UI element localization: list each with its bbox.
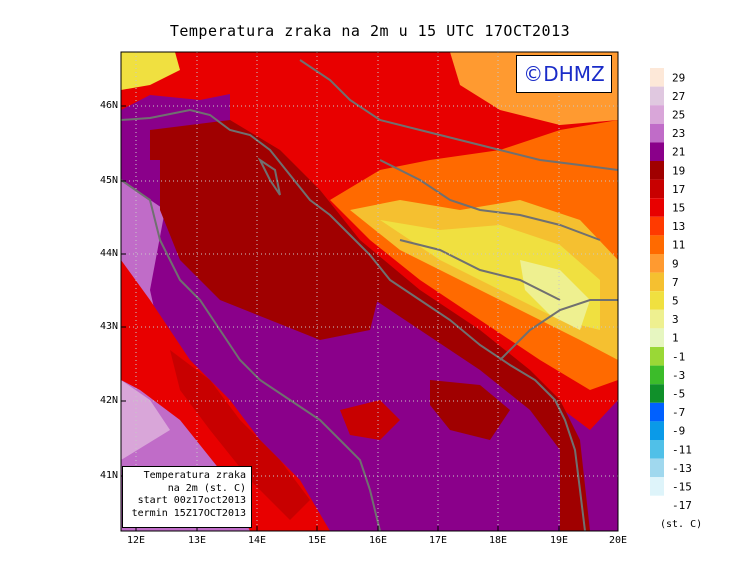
lat-label-44n: 44N xyxy=(99,248,118,259)
legend-label: 1 xyxy=(672,332,679,345)
legend-swatch xyxy=(650,235,664,254)
legend-label: 3 xyxy=(672,313,679,326)
lat-label-41n: 41N xyxy=(99,470,118,481)
legend-label: 15 xyxy=(672,202,685,215)
south-adriatic-patch xyxy=(430,380,510,440)
lon-label-20e: 20E xyxy=(608,535,628,546)
legend-label: -3 xyxy=(672,369,685,382)
legend-swatch xyxy=(650,272,664,292)
lat-label-42n: 42N xyxy=(99,395,118,406)
legend-swatch xyxy=(650,254,664,273)
lat-label-43n: 43N xyxy=(99,321,118,332)
adriatic-warm-area xyxy=(160,150,380,340)
legend-swatch xyxy=(650,105,664,124)
lon-label-19e: 19E xyxy=(549,535,569,546)
legend-label: -5 xyxy=(672,388,685,401)
legend-swatch xyxy=(650,421,664,440)
legend-label: -1 xyxy=(672,350,685,363)
legend-swatch xyxy=(650,347,664,366)
legend-label: 23 xyxy=(672,127,685,140)
legend-swatch xyxy=(650,328,664,347)
legend-label: -9 xyxy=(672,425,685,438)
legend-swatch xyxy=(650,477,664,496)
info-line-1: Temperatura zraka xyxy=(143,470,246,481)
lat-label-45n: 45N xyxy=(99,175,118,186)
legend-label: 9 xyxy=(672,257,679,270)
legend-label: 5 xyxy=(672,295,679,308)
info-line-3: start 00z17oct2013 xyxy=(137,495,246,506)
legend-label: 21 xyxy=(672,146,685,159)
legend-label: 25 xyxy=(672,109,685,122)
legend-swatch xyxy=(650,291,664,310)
legend-swatch xyxy=(650,216,664,236)
legend-swatch xyxy=(650,198,664,217)
legend-swatch xyxy=(650,309,664,329)
legend-label: 29 xyxy=(672,71,685,84)
coastlines xyxy=(121,59,618,531)
legend-label: -17 xyxy=(672,499,692,512)
inland-pale xyxy=(520,260,590,330)
legend-label: 17 xyxy=(672,183,685,196)
legend-unit: (st. C) xyxy=(660,519,703,530)
info-line-2: na 2m (st. C) xyxy=(167,482,246,494)
map-frame xyxy=(120,51,619,532)
lon-label-16e: 16E xyxy=(368,535,388,546)
lon-label-14e: 14E xyxy=(247,535,267,546)
legend-swatch xyxy=(650,458,664,478)
lat-label-46n: 46N xyxy=(99,100,118,111)
italy-inner xyxy=(170,350,310,520)
southwest-sea-pale xyxy=(121,380,170,460)
legend-label: -7 xyxy=(672,406,685,419)
lon-label-15e: 15E xyxy=(307,535,327,546)
legend-label: 27 xyxy=(672,90,685,103)
legend-swatch xyxy=(650,495,664,515)
legend-label: -11 xyxy=(672,443,692,456)
legend-swatch xyxy=(650,123,664,143)
info-box: Temperatura zraka na 2m (st. C) start 00… xyxy=(122,466,252,528)
legend-label: 19 xyxy=(672,164,685,177)
lon-label-13e: 13E xyxy=(187,535,207,546)
legend-swatch xyxy=(650,384,664,403)
legend-swatch xyxy=(650,365,664,385)
dubrovnik-warm-patch xyxy=(340,400,400,440)
legend-swatch xyxy=(650,86,664,106)
legend-label: -15 xyxy=(672,481,692,494)
graticule xyxy=(121,52,618,531)
legend-swatch xyxy=(650,402,664,422)
lon-label-17e: 17E xyxy=(428,535,448,546)
lon-label-18e: 18E xyxy=(488,535,508,546)
legend-label: -13 xyxy=(672,462,692,475)
legend-swatch xyxy=(650,161,664,180)
info-line-4: termin 15Z17OCT2013 xyxy=(131,507,246,519)
dhmz-logo: ©DHMZ xyxy=(516,55,612,93)
legend-swatch xyxy=(650,68,664,87)
legend-label: 13 xyxy=(672,220,685,233)
lon-label-12e: 12E xyxy=(126,535,146,546)
legend-label: 7 xyxy=(672,276,679,289)
legend-swatch xyxy=(650,179,664,199)
legend-label: 11 xyxy=(672,239,685,252)
map-title: Temperatura zraka na 2m u 15 UTC 17OCT20… xyxy=(169,22,571,40)
legend-swatch xyxy=(650,440,664,459)
legend-swatch xyxy=(650,142,664,161)
